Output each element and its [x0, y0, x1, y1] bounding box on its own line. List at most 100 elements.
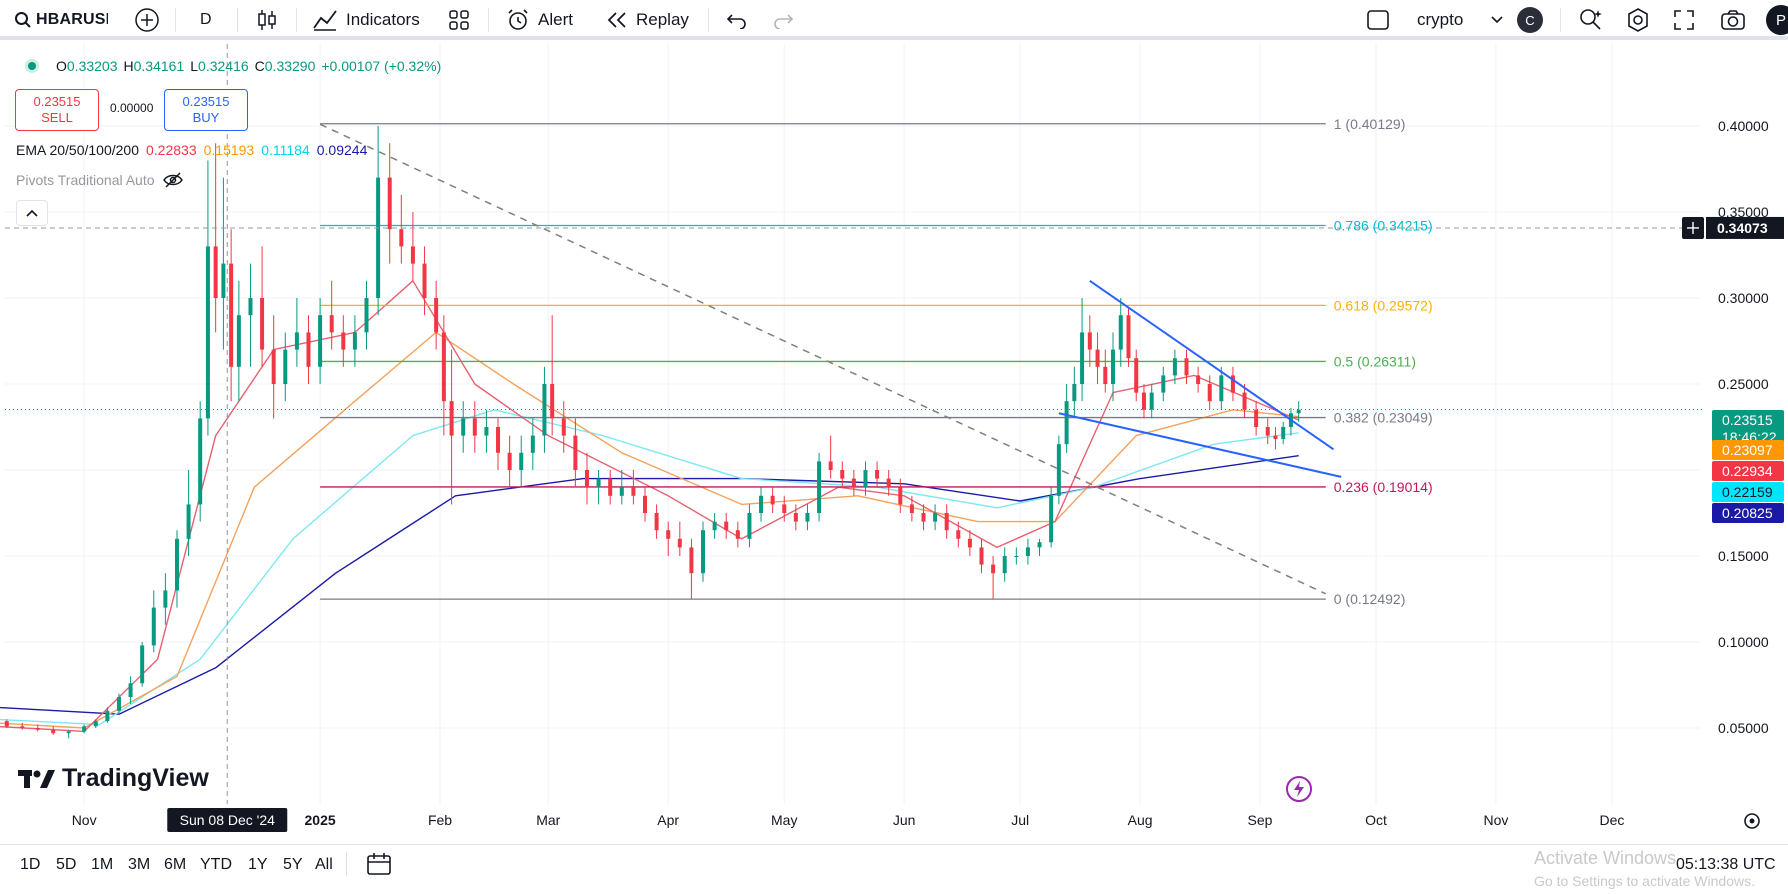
candle-body	[1265, 427, 1270, 436]
chevron-up-icon	[26, 209, 38, 217]
candle-body	[542, 384, 547, 436]
toolbar-divider	[296, 8, 297, 32]
time-tick-label: Sep	[1248, 812, 1273, 828]
ema-legend[interactable]: EMA 20/50/100/200 0.22833 0.15193 0.1118…	[16, 142, 367, 158]
candle-body	[1002, 556, 1007, 574]
pivots-legend[interactable]: Pivots Traditional Auto	[16, 172, 183, 188]
time-tick-label: Jun	[893, 812, 916, 828]
toolbar-divider	[1560, 8, 1561, 32]
templates-button[interactable]	[448, 0, 470, 40]
tradingview-logo[interactable]: TradingView	[18, 764, 209, 793]
price-label-tag	[1712, 410, 1784, 448]
candle-body	[1056, 444, 1061, 496]
candle-body	[689, 547, 694, 574]
tv-logo-icon	[18, 769, 55, 788]
redo-button[interactable]	[772, 0, 794, 40]
replay-button[interactable]: Replay	[606, 0, 689, 40]
fullscreen-button[interactable]	[1672, 0, 1696, 40]
alert-button[interactable]: Alert	[506, 0, 573, 40]
undo-button[interactable]	[726, 0, 748, 40]
screenshot-button[interactable]	[1720, 0, 1746, 40]
layout-toggle-button[interactable]	[1366, 0, 1390, 40]
interval-button[interactable]: D	[200, 11, 212, 28]
candle-body	[318, 315, 323, 367]
trendline-2[interactable]	[1089, 279, 1335, 451]
axis-settings-icon[interactable]	[1744, 813, 1760, 829]
activation-watermark-text: Go to Settings to activate Windows.	[1534, 873, 1755, 889]
candle-body	[712, 521, 717, 531]
sell-button[interactable]: 0.23515 SELL	[15, 89, 99, 131]
price-chart[interactable]: 1 (0.40129) 0.786 (0.34215) 0.618 (0.29572…	[0, 44, 1788, 844]
range-button-5d[interactable]: 5D	[56, 856, 77, 873]
candle-body	[140, 645, 145, 684]
candle-body	[1118, 315, 1123, 350]
range-button-all[interactable]: All	[315, 856, 333, 873]
candle-body	[4, 721, 9, 727]
candle-body	[886, 478, 891, 488]
candle-body	[1087, 332, 1092, 350]
time-tick-label: Apr	[657, 812, 679, 828]
utc-clock[interactable]: 05:13:38 UTC	[1676, 856, 1776, 873]
range-button-1y[interactable]: 1Y	[248, 856, 268, 873]
compare-button[interactable]	[134, 0, 160, 40]
candle-body	[584, 470, 589, 488]
range-button-1d[interactable]: 1D	[20, 856, 41, 873]
price-label-tag	[1712, 482, 1784, 502]
indicators-button[interactable]: Indicators	[312, 0, 420, 40]
trendline-3[interactable]	[1058, 412, 1342, 478]
candle-body	[828, 461, 833, 470]
range-button-1m[interactable]: 1M	[91, 856, 114, 873]
buy-price: 0.23515	[182, 94, 230, 109]
goto-date-button[interactable]	[366, 846, 392, 882]
fib-label-0.236: 0.236 (0.19014)	[1334, 479, 1433, 495]
candle-body	[677, 538, 682, 548]
candle-body	[236, 315, 241, 367]
candle-body	[1072, 384, 1077, 402]
replay-label: Replay	[636, 10, 689, 29]
square-icon	[1367, 10, 1389, 30]
quick-search-button[interactable]	[1578, 0, 1604, 40]
buy-button[interactable]: 0.23515 BUY	[164, 89, 248, 131]
candle-body	[51, 729, 56, 734]
range-button-5y[interactable]: 5Y	[283, 856, 303, 873]
range-button-3m[interactable]: 3M	[128, 856, 151, 873]
price-label-tag	[1712, 440, 1784, 460]
open-label: O	[56, 58, 67, 74]
settings-button[interactable]	[1625, 0, 1651, 40]
plus-circle-icon	[135, 8, 159, 32]
collapse-legend-button[interactable]	[16, 200, 48, 226]
pivots-label: Pivots Traditional Auto	[16, 172, 155, 188]
chart-type-button[interactable]	[256, 0, 278, 40]
bottom-toolbar	[0, 844, 1788, 894]
chart-pane[interactable]: 1 (0.40129) 0.786 (0.34215) 0.618 (0.29572…	[0, 44, 1788, 844]
indicators-icon	[313, 10, 337, 31]
candle-body	[967, 538, 972, 548]
sell-price: 0.23515	[33, 94, 81, 109]
candle-body	[1281, 427, 1286, 440]
range-button-ytd[interactable]: YTD	[200, 856, 232, 873]
eye-hidden-icon[interactable]	[162, 172, 183, 188]
layout-menu-chevron[interactable]	[1490, 0, 1504, 40]
candle-body	[163, 590, 168, 608]
layout-name[interactable]: crypto	[1417, 10, 1464, 29]
time-tick-label: 2025	[305, 812, 336, 828]
lightning-button[interactable]	[1286, 776, 1312, 802]
magic-search-icon	[1580, 9, 1602, 30]
trendline-1[interactable]	[319, 123, 1327, 595]
search-icon	[15, 12, 31, 28]
candle-body	[35, 728, 40, 730]
close-label: C	[254, 58, 265, 74]
market-open-dot	[28, 62, 36, 70]
layout-badge[interactable]: C	[1517, 0, 1543, 40]
fib-label-1: 1 (0.40129)	[1334, 116, 1406, 132]
fib-label-0.382: 0.382 (0.23049)	[1334, 410, 1433, 426]
sell-label: SELL	[41, 110, 73, 125]
toolbar-divider	[175, 8, 176, 32]
time-tick-label: Nov	[72, 812, 97, 828]
user-avatar[interactable]: P	[1766, 0, 1788, 40]
layout-badge-letter: C	[1517, 7, 1543, 33]
range-button-6m[interactable]: 6M	[164, 856, 187, 873]
candle-body	[341, 332, 346, 350]
